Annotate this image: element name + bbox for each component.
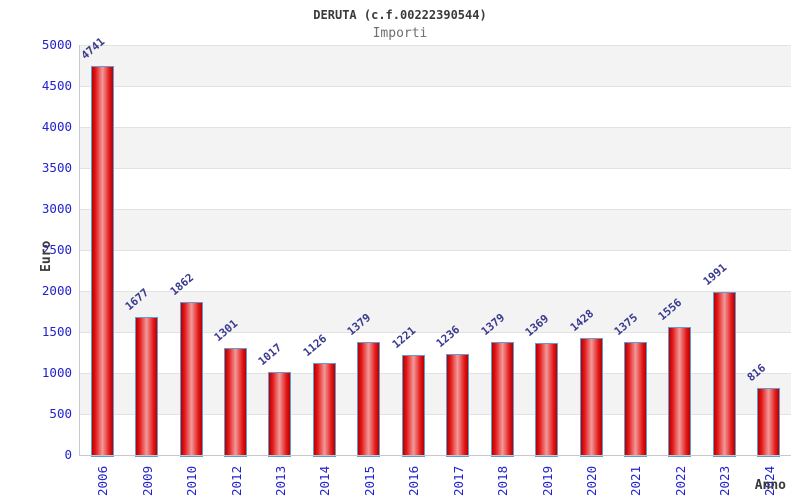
bar-2012 (224, 348, 248, 457)
plot-band (80, 250, 791, 291)
bar-2017 (446, 353, 470, 457)
gridline (80, 414, 791, 415)
x-tick-label: 2014 (317, 465, 333, 496)
x-axis-line (79, 455, 791, 456)
bar-2019 (535, 342, 559, 457)
chart-title: DERUTA (c.f.00222390544) (313, 8, 487, 22)
y-tick-label: 5000 (41, 37, 72, 52)
plot-band (80, 168, 791, 209)
chart-subtitle: Importi (372, 26, 428, 41)
gridline (80, 209, 791, 210)
y-tick-label: 4500 (41, 78, 72, 93)
x-tick-label: 2013 (272, 465, 288, 496)
x-tick-label: 2009 (139, 465, 155, 496)
x-tick-label: 2019 (539, 465, 555, 496)
x-tick-label: 2006 (95, 465, 111, 496)
y-axis-label: Euro (39, 240, 54, 272)
y-tick-label: 3500 (41, 160, 72, 175)
y-tick-label: 3000 (41, 201, 72, 216)
gridline (80, 332, 791, 333)
bar-2010 (179, 302, 203, 457)
x-tick-label: 2012 (228, 465, 244, 496)
gridline (80, 168, 791, 169)
x-axis-label: Anno (754, 478, 786, 493)
x-tick-label: 2017 (450, 465, 466, 496)
gridline (80, 45, 791, 46)
y-tick-label: 1000 (41, 365, 72, 380)
bar-2015 (357, 341, 381, 457)
y-tick-label: 2000 (41, 283, 72, 298)
y-tick-label: 1500 (41, 324, 72, 339)
y-tick-label: 0 (64, 447, 72, 462)
plot-band (80, 127, 791, 168)
bar-2022 (668, 327, 692, 457)
bar-2024 (757, 388, 781, 457)
gridline (80, 291, 791, 292)
x-tick-label: 2020 (584, 465, 600, 496)
x-tick-label: 2010 (184, 465, 200, 496)
gridline (80, 373, 791, 374)
bar-2013 (268, 371, 292, 457)
bar-2014 (312, 362, 336, 457)
x-tick-label: 2023 (717, 465, 733, 496)
x-tick-label: 2021 (628, 465, 644, 496)
x-tick-label: 2022 (672, 465, 688, 496)
plot-band (80, 86, 791, 127)
bar-2023 (712, 291, 736, 457)
bar-2006 (90, 66, 114, 457)
x-tick-label: 2015 (361, 465, 377, 496)
bar-2018 (490, 341, 514, 457)
plot-area: 4741 1677 1862 1301 1017 1126 1379 1221 1236 1379… (78, 35, 791, 457)
y-tick-label: 4000 (41, 119, 72, 134)
bar-2009 (135, 317, 159, 457)
x-tick-label: 2018 (495, 465, 511, 496)
bar-2016 (401, 354, 425, 457)
y-tick-label: 500 (49, 406, 72, 421)
plot-band (80, 45, 791, 86)
gridline (80, 250, 791, 251)
bar-2020 (579, 337, 603, 457)
gridline (80, 127, 791, 128)
x-tick-label: 2016 (406, 465, 422, 496)
y-axis-line (79, 45, 80, 456)
y-tick-label: 2500 (41, 242, 72, 257)
plot-band (80, 209, 791, 250)
bar-2021 (623, 342, 647, 457)
gridline (80, 86, 791, 87)
